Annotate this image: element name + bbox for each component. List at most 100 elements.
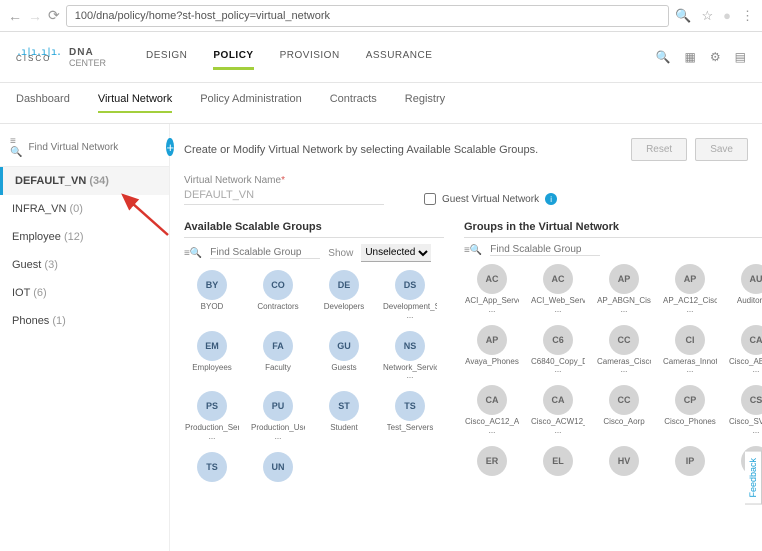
group-chip[interactable]: CACisco_ACW12_ ... [530,385,586,436]
profile-icon[interactable]: ● [723,8,731,24]
info-icon[interactable]: i [545,193,557,205]
forward-icon[interactable]: → [28,8,42,24]
vn-item-employee[interactable]: Employee (12) [0,223,169,251]
star-icon[interactable]: ☆ [701,8,713,24]
vn-name-input[interactable] [184,186,384,205]
group-chip[interactable]: UN [250,452,306,485]
group-chip[interactable]: COContractors [250,270,306,321]
group-chip[interactable]: TSTest_Servers [382,391,438,442]
avail-search-input[interactable] [210,247,320,259]
reset-button[interactable]: Reset [631,138,687,161]
available-groups-panel: Available Scalable Groups ≡🔍 Show Unsele… [184,221,444,485]
vn-item-guest[interactable]: Guest (3) [0,251,169,279]
group-chip[interactable]: CCCisco_Aorp [596,385,652,436]
tab-provision[interactable]: PROVISION [280,44,340,70]
chip-label: Cameras_Cisco ... [597,358,651,376]
chip-avatar: UN [263,452,293,482]
vn-item-infra_vn[interactable]: INFRA_VN (0) [0,195,169,223]
search-icon[interactable]: 🔍 [675,8,691,24]
subtab-policy-admin[interactable]: Policy Administration [200,93,302,113]
gear-icon[interactable]: ⚙ [710,50,721,64]
vn-item-phones[interactable]: Phones (1) [0,307,169,335]
feedback-tab[interactable]: Feedback [745,451,762,505]
kebab-icon[interactable]: ⋮ [741,8,754,24]
group-chip[interactable]: DSDevelopment_S ... [382,270,438,321]
group-chip[interactable]: NSNetwork_Servic ... [382,331,438,382]
group-chip[interactable]: IP [662,446,718,479]
chip-label: Faculty [265,364,291,373]
url-bar[interactable]: 100/dna/policy/home?st-host_policy=virtu… [66,5,670,27]
group-chip[interactable]: AUAuditors ... [728,264,762,315]
guest-checkbox[interactable] [424,193,436,205]
group-chip[interactable]: GUGuests [316,331,372,382]
group-chip[interactable]: CACisco_AC12_AP ... [464,385,520,436]
group-chip[interactable]: CA Cisco_ABGN_A ... [728,325,762,376]
guest-label: Guest Virtual Network [442,194,539,205]
chip-label: Production_Serv ... [185,424,239,442]
show-select[interactable]: Unselected [361,244,431,262]
group-chip[interactable]: ACACI_Web_Serve ... [530,264,586,315]
chip-label: AP_ABGN_Cis ... [597,297,651,315]
subtab-virtual-network[interactable]: Virtual Network [98,93,172,113]
group-chip[interactable]: APAvaya_Phones [464,325,520,376]
group-chip[interactable]: AC ACI_App_Serve ... [464,264,520,315]
group-chip[interactable]: AP AP_ABGN_Cis ... [596,264,652,315]
group-chip[interactable]: ER [464,446,520,479]
list-icon[interactable]: ▤ [735,50,746,64]
subtab-contracts[interactable]: Contracts [330,93,377,113]
content-title: Create or Modify Virtual Network by sele… [184,144,623,156]
chip-label: Cisco_ACW12_ ... [531,418,585,436]
vn-item-iot[interactable]: IOT (6) [0,279,169,307]
grid-icon[interactable]: ▦ [685,50,696,64]
tab-assurance[interactable]: ASSURANCE [366,44,433,70]
chip-avatar: AP [609,264,639,294]
chip-label: Test_Servers [387,424,434,433]
avail-title: Available Scalable Groups [184,221,444,238]
tab-policy[interactable]: POLICY [213,44,253,70]
group-chip[interactable]: CPCisco_Phones [662,385,718,436]
chip-avatar: PU [263,391,293,421]
chip-label: C6840_Copy_D ... [531,358,585,376]
vn-item-name: Phones [12,315,49,327]
group-chip[interactable]: FAFaculty [250,331,306,382]
vn-item-default_vn[interactable]: DEFAULT_VN (34) [0,167,169,195]
group-chip[interactable]: EMEmployees [184,331,240,382]
subtab-registry[interactable]: Registry [405,93,445,113]
group-chip[interactable]: DEDevelopers [316,270,372,321]
chip-label: Cisco_AC12_AP ... [465,418,519,436]
subtab-dashboard[interactable]: Dashboard [16,93,70,113]
chip-label: Cisco_ABGN_A ... [729,358,762,376]
header-search-icon[interactable]: 🔍 [656,50,671,64]
chip-avatar: BY [197,270,227,300]
group-chip[interactable]: BYBYOD [184,270,240,321]
chip-avatar: AP [477,325,507,355]
chip-label: Cisco_Phones [664,418,716,427]
group-chip[interactable]: STStudent [316,391,372,442]
sidebar-search-input[interactable] [28,142,160,153]
main-content: Create or Modify Virtual Network by sele… [170,124,762,551]
chip-avatar: AC [543,264,573,294]
chip-label: ACI_App_Serve ... [465,297,519,315]
group-chip[interactable]: PUProduction_User ... [250,391,306,442]
group-chip[interactable]: CICameras_Innote ... [662,325,718,376]
group-chip[interactable]: HV [596,446,652,479]
group-chip[interactable]: CCCameras_Cisco ... [596,325,652,376]
net-search-input[interactable] [490,244,600,256]
chip-avatar: CA [741,325,762,355]
group-chip[interactable]: APAP_AC12_Cisco ... [662,264,718,315]
tab-design[interactable]: DESIGN [146,44,187,70]
back-icon[interactable]: ← [8,8,22,24]
save-button[interactable]: Save [695,138,748,161]
group-chip[interactable]: CSCisco_SVC_Ca ... [728,385,762,436]
group-chip[interactable]: PSProduction_Serv ... [184,391,240,442]
chip-avatar: CO [263,270,293,300]
chip-avatar: DS [395,270,425,300]
sidebar-search-icon: ≡🔍 [10,136,22,158]
group-chip[interactable]: C6C6840_Copy_D ... [530,325,586,376]
reload-icon[interactable]: ⟳ [48,7,60,24]
chip-avatar: HV [609,446,639,476]
group-chip[interactable]: EL [530,446,586,479]
chip-avatar: AC [477,264,507,294]
chip-avatar: NS [395,331,425,361]
group-chip[interactable]: TS [184,452,240,485]
